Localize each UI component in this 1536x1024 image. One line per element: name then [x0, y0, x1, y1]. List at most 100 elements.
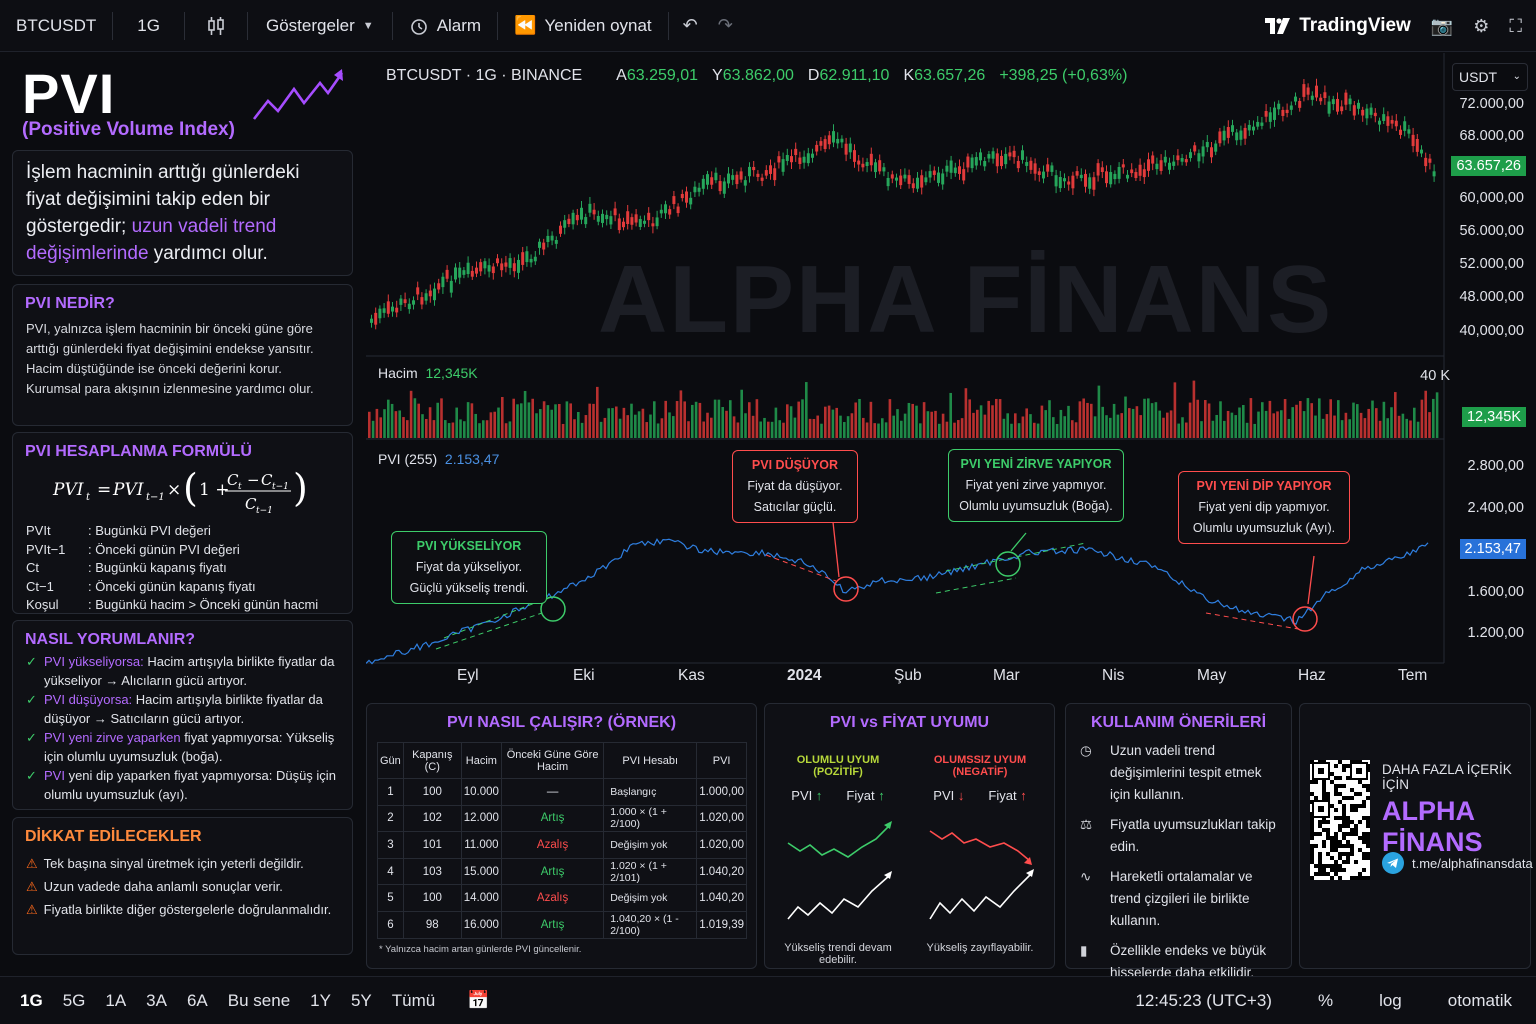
table-cell: Değişim yok [603, 884, 698, 912]
candle [827, 131, 831, 150]
volume-bar [588, 403, 591, 438]
alarm-button[interactable]: Alarm [393, 0, 497, 51]
range-button[interactable]: 3A [146, 990, 167, 1010]
volume-bar [1006, 413, 1009, 438]
candle [1411, 127, 1415, 153]
pvi-tick: 2.800,00 [1467, 458, 1524, 474]
range-button[interactable]: 5G [62, 990, 86, 1010]
candle [622, 217, 625, 231]
candle [441, 272, 445, 294]
candle [991, 147, 995, 164]
volume-bar [561, 423, 565, 438]
candle [1399, 125, 1402, 139]
range-button[interactable]: 1G [20, 990, 43, 1010]
formula-term: Koşul [26, 597, 59, 612]
interval-button[interactable]: 1G [113, 0, 184, 51]
candle [626, 204, 630, 230]
candle [588, 196, 592, 217]
percent-toggle[interactable]: % [1317, 990, 1334, 1010]
candle-type-button[interactable] [185, 0, 247, 51]
candle [743, 176, 747, 193]
candle [1424, 152, 1428, 173]
volume-bar [805, 382, 808, 438]
volume-bar [1340, 420, 1344, 438]
range-button[interactable]: 5Y [350, 990, 372, 1010]
highlight-circle [1292, 606, 1318, 632]
log-toggle[interactable]: log [1379, 990, 1402, 1010]
auto-toggle[interactable]: otomatik [1447, 990, 1512, 1010]
warning-icon: ⚠ [26, 902, 38, 917]
candle [1239, 125, 1243, 146]
camera-icon[interactable]: 📷 [1430, 15, 1454, 36]
candle [899, 169, 903, 190]
redo-button[interactable]: ↷ [712, 0, 739, 51]
tradingview-logo[interactable]: TradingView [1265, 15, 1411, 37]
candle [1252, 120, 1255, 135]
chart-canvas[interactable] [366, 53, 1536, 697]
range-button[interactable]: Tümü [391, 990, 436, 1010]
candle [370, 314, 373, 328]
price-tick: 48.000,00 [1459, 289, 1524, 305]
candle [655, 210, 659, 230]
alarm-clock-icon [410, 18, 427, 35]
volume-bar [721, 407, 724, 438]
candle [1268, 107, 1272, 129]
main-chart[interactable]: ALPHA FİNANS BTCUSDT · 1G · BINANCE A63.… [366, 53, 1536, 697]
pvi-tick: 2.400,00 [1467, 500, 1524, 516]
symbol-button[interactable]: BTCUSDT [0, 0, 112, 51]
brand-label: TradingView [1299, 15, 1411, 36]
volume-bar [1162, 417, 1165, 438]
positive-title: OLUMLU UYUM (POZİTİF) [796, 754, 880, 778]
gear-icon[interactable]: ⚙ [1473, 15, 1490, 36]
candle [1281, 106, 1285, 122]
last-price-tag: 63.657,26 [1451, 156, 1526, 176]
volume-bar [501, 397, 504, 438]
currency-select[interactable]: USDT ⌄ [1452, 63, 1528, 91]
volume-bar [759, 421, 762, 438]
positive-harmony: OLUMLU UYUM (POZİTİF) PVI ↑ Fiyat ↑ Yükse… [773, 754, 903, 966]
fullscreen-icon[interactable]: ⛶ [1509, 15, 1522, 36]
range-button[interactable]: 6A [186, 990, 208, 1010]
range-button[interactable]: Bu sene [227, 990, 291, 1010]
volume-bar [463, 421, 466, 438]
table-cell: 1.020,00 [696, 831, 747, 859]
candle [861, 157, 865, 172]
trend-line [945, 542, 1087, 572]
replay-label: Yeniden oynat [544, 15, 652, 35]
volume-bar [1390, 407, 1393, 438]
column-header: Hacim [460, 742, 502, 779]
volume-bar [729, 400, 732, 438]
what-is-card: PVI NEDİR? PVI, yalnızca işlem hacminin … [12, 284, 353, 426]
candle [1306, 83, 1310, 101]
clock-time[interactable]: 12:45:23 (UTC+3) [1135, 990, 1272, 1010]
candle [1189, 148, 1192, 162]
usage-list: ◷ Uzun vadeli trend değişimlerini tespit … [1066, 740, 1291, 984]
candle [840, 135, 844, 148]
candle [836, 132, 840, 149]
table-row: 6 98 16.000 Artış 1.040,20 × (1 - 2/100) 1.01… [377, 910, 747, 939]
candle [1302, 79, 1306, 102]
candle [1378, 117, 1381, 132]
candles-icon [208, 16, 224, 35]
volume-bar [1211, 420, 1215, 438]
range-button[interactable]: 1A [105, 990, 127, 1010]
volume-bar [1276, 411, 1279, 438]
volume-bar [748, 402, 751, 438]
candle [1121, 158, 1125, 174]
undo-button[interactable]: ↶ [669, 0, 712, 51]
range-button[interactable]: 1Y [310, 990, 331, 1010]
volume-bar [1268, 400, 1272, 438]
volume-bar [371, 420, 375, 438]
replay-button[interactable]: ⏪ Yeniden oynat [498, 0, 668, 51]
column-header: PVI Hesabı [603, 742, 698, 779]
candle [1285, 103, 1289, 118]
candle [1147, 152, 1150, 177]
indicators-button[interactable]: Göstergeler ▼ [248, 0, 392, 51]
telegram-link[interactable]: t.me/alphafinansdata [1382, 852, 1533, 874]
calendar-icon[interactable]: 📅 [467, 990, 490, 1010]
candle [1050, 162, 1054, 176]
volume-bar [713, 399, 717, 438]
month-label: Haz [1298, 667, 1326, 684]
candle [945, 159, 949, 177]
candle [937, 166, 940, 187]
